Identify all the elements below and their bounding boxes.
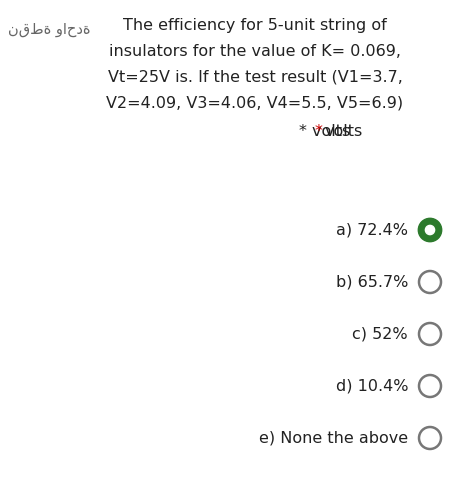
Text: The efficiency for 5-unit string of: The efficiency for 5-unit string of xyxy=(123,18,387,33)
Text: Vt=25V is. If the test result (V1=3.7,: Vt=25V is. If the test result (V1=3.7, xyxy=(108,70,402,85)
Text: * volts: * volts xyxy=(299,124,350,139)
Text: volts: volts xyxy=(325,124,363,139)
Text: a) 72.4%: a) 72.4% xyxy=(336,223,408,238)
Text: *: * xyxy=(315,124,323,139)
Text: d) 10.4%: d) 10.4% xyxy=(336,379,408,393)
Text: e) None the above: e) None the above xyxy=(259,430,408,446)
Text: نقطة واحدة: نقطة واحدة xyxy=(8,22,91,37)
Text: b) 65.7%: b) 65.7% xyxy=(336,274,408,289)
Text: V2=4.09, V3=4.06, V4=5.5, V5=6.9): V2=4.09, V3=4.06, V4=5.5, V5=6.9) xyxy=(106,96,404,111)
Circle shape xyxy=(425,225,435,235)
Circle shape xyxy=(419,219,441,241)
Text: insulators for the value of K= 0.069,: insulators for the value of K= 0.069, xyxy=(109,44,401,59)
Text: c) 52%: c) 52% xyxy=(352,326,408,342)
